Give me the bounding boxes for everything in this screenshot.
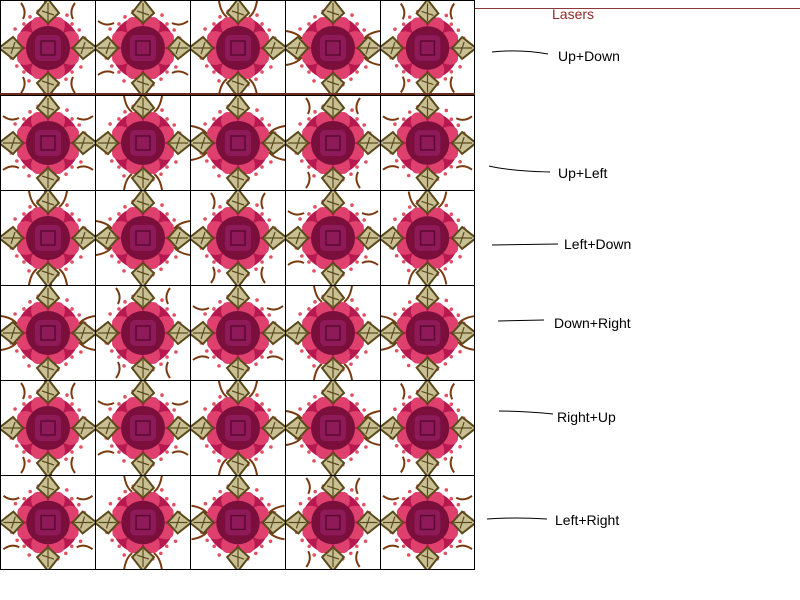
flower-sprite bbox=[381, 381, 474, 475]
flower-sprite bbox=[1, 1, 95, 95]
page-title: Lasers bbox=[552, 6, 595, 22]
sprite-cell bbox=[0, 285, 96, 381]
flower-sprite bbox=[191, 191, 285, 285]
flower-sprite bbox=[1, 96, 95, 190]
sprite-cell bbox=[0, 95, 96, 191]
sprite-cell bbox=[95, 95, 191, 191]
sprite-cell bbox=[380, 0, 475, 96]
flower-sprite bbox=[96, 476, 190, 569]
sprite-cell bbox=[0, 190, 96, 286]
sprite-cell bbox=[380, 95, 475, 191]
flower-sprite bbox=[191, 476, 285, 569]
flower-sprite bbox=[191, 286, 285, 380]
sprite-cell bbox=[190, 0, 286, 96]
label-left-down: Left+Down bbox=[564, 236, 632, 252]
flower-sprite bbox=[1, 286, 95, 380]
sprite-cell bbox=[0, 475, 96, 570]
sprite-cell bbox=[95, 285, 191, 381]
sprite-cell bbox=[190, 95, 286, 191]
flower-sprite bbox=[96, 381, 190, 475]
flower-sprite bbox=[191, 1, 285, 95]
sprite-cell bbox=[95, 380, 191, 476]
flower-sprite bbox=[1, 191, 95, 285]
sprite-cell bbox=[95, 190, 191, 286]
sprite-cell bbox=[380, 475, 475, 570]
flower-sprite bbox=[381, 1, 474, 95]
sprite-cell bbox=[95, 475, 191, 570]
sprite-cell bbox=[190, 380, 286, 476]
label-up-left: Up+Left bbox=[558, 165, 608, 181]
flower-sprite bbox=[286, 96, 380, 190]
row-divider bbox=[0, 93, 475, 95]
flower-sprite bbox=[286, 476, 380, 569]
sprite-cell bbox=[0, 380, 96, 476]
sprite-cell bbox=[380, 380, 475, 476]
title-divider bbox=[475, 8, 800, 9]
flower-sprite bbox=[1, 381, 95, 475]
sprite-cell bbox=[285, 380, 381, 476]
sprite-cell bbox=[190, 475, 286, 570]
annotation-stroke bbox=[488, 165, 551, 173]
flower-sprite bbox=[286, 191, 380, 285]
sprite-cell bbox=[285, 0, 381, 96]
flower-sprite bbox=[1, 476, 95, 569]
label-left-right: Left+Right bbox=[555, 512, 620, 528]
flower-sprite bbox=[286, 286, 380, 380]
sprite-cell bbox=[190, 190, 286, 286]
sprite-grid bbox=[0, 0, 475, 570]
label-down-right: Down+Right bbox=[554, 315, 631, 331]
label-up-down: Up+Down bbox=[558, 48, 620, 64]
flower-sprite bbox=[286, 1, 380, 95]
sprite-cell bbox=[95, 0, 191, 96]
annotation-stroke bbox=[497, 319, 545, 322]
flower-sprite bbox=[381, 96, 474, 190]
sprite-cell bbox=[285, 475, 381, 570]
sprite-cell bbox=[285, 285, 381, 381]
annotation-stroke bbox=[491, 243, 559, 246]
sprite-cell bbox=[380, 190, 475, 286]
label-right-up: Right+Up bbox=[557, 409, 616, 425]
sprite-cell bbox=[285, 95, 381, 191]
annotation-stroke bbox=[498, 410, 554, 415]
flower-sprite bbox=[381, 476, 474, 569]
annotation-stroke bbox=[486, 517, 548, 520]
flower-sprite bbox=[96, 286, 190, 380]
flower-sprite bbox=[96, 96, 190, 190]
annotation-stroke bbox=[491, 50, 549, 55]
flower-sprite bbox=[381, 286, 474, 380]
sprite-cell bbox=[285, 190, 381, 286]
flower-sprite bbox=[96, 1, 190, 95]
flower-sprite bbox=[381, 191, 474, 285]
sprite-cell bbox=[0, 0, 96, 96]
flower-sprite bbox=[286, 381, 380, 475]
flower-sprite bbox=[191, 96, 285, 190]
flower-sprite bbox=[96, 191, 190, 285]
flower-sprite bbox=[191, 381, 285, 475]
sprite-cell bbox=[190, 285, 286, 381]
